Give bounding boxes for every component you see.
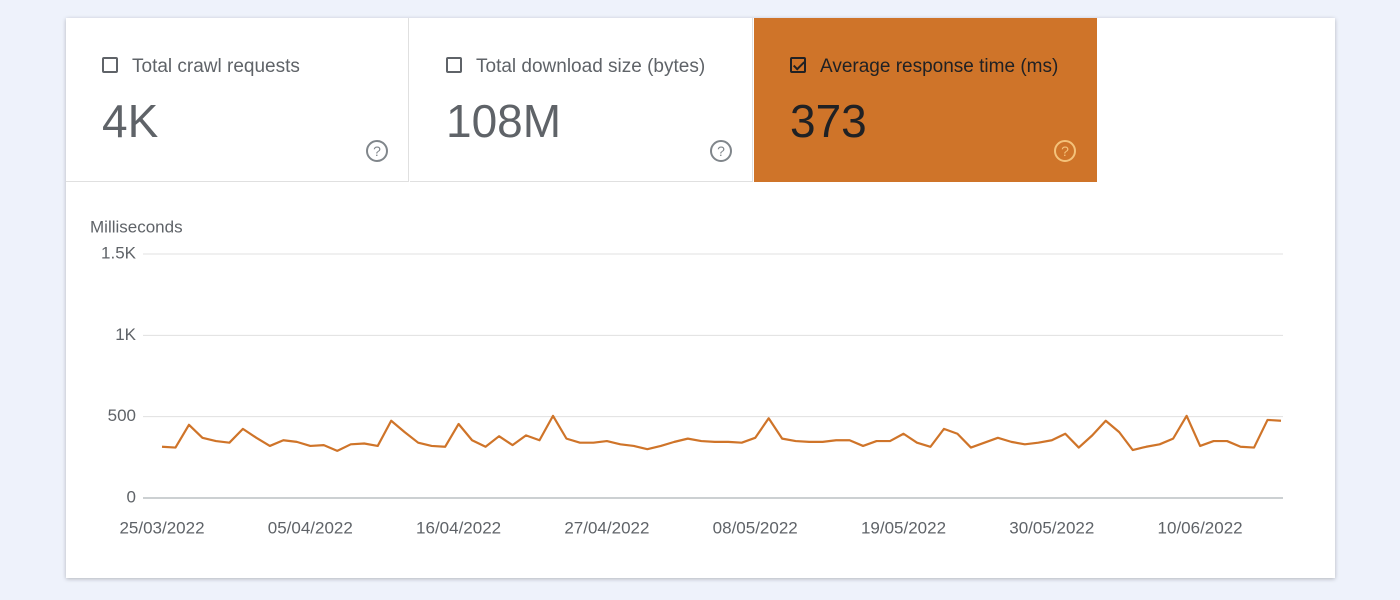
y-axis-label: Milliseconds xyxy=(90,217,183,236)
checkbox[interactable] xyxy=(102,57,118,73)
x-tick-label: 27/04/2022 xyxy=(564,518,649,537)
checkbox-checked[interactable] xyxy=(790,57,806,73)
metric-tile[interactable]: Average response time (ms) 373? xyxy=(754,18,1097,182)
metric-value: 108M xyxy=(446,95,562,147)
y-tick-label: 500 xyxy=(108,406,136,425)
x-tick-label: 25/03/2022 xyxy=(119,518,204,537)
chart: Milliseconds 0 500 1K 1.5K 25/03/2022 05/04/2… xyxy=(90,217,1283,537)
data-line xyxy=(161,414,1282,452)
metric-value: 373 xyxy=(790,95,867,147)
checkbox[interactable] xyxy=(446,57,462,73)
help-icon[interactable]: ? xyxy=(366,140,388,162)
y-tick-label: 1K xyxy=(115,325,136,344)
y-tick-label: 1.5K xyxy=(101,243,137,262)
report-panel: Milliseconds 0 500 1K 1.5K 25/03/2022 05/04/2… xyxy=(66,18,1335,578)
metric-label: Total download size (bytes) xyxy=(476,56,706,77)
help-icon[interactable]: ? xyxy=(710,140,732,162)
metric-tile[interactable]: Total crawl requests 4K? xyxy=(66,18,409,182)
x-tick-label: 16/04/2022 xyxy=(416,518,501,537)
y-tick-label: 0 xyxy=(127,487,136,506)
x-tick-label: 19/05/2022 xyxy=(861,518,946,537)
x-tick-label: 10/06/2022 xyxy=(1158,518,1243,537)
x-tick-label: 08/05/2022 xyxy=(713,518,798,537)
metric-label: Total crawl requests xyxy=(132,56,300,77)
metric-label: Average response time (ms) xyxy=(820,56,1059,77)
x-tick-label: 30/05/2022 xyxy=(1009,518,1094,537)
help-icon[interactable]: ? xyxy=(1054,140,1076,162)
metric-tile[interactable]: Total download size (bytes) 108M? xyxy=(410,18,753,182)
x-tick-label: 05/04/2022 xyxy=(268,518,353,537)
metric-value: 4K xyxy=(102,95,159,147)
